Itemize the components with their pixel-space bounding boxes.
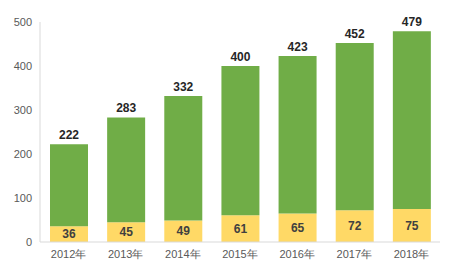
svg-text:49: 49: [177, 224, 191, 238]
svg-text:200: 200: [14, 148, 32, 160]
svg-text:36: 36: [62, 227, 76, 241]
svg-text:2015年: 2015年: [222, 248, 257, 260]
svg-text:2016年: 2016年: [279, 248, 314, 260]
svg-text:400: 400: [230, 50, 250, 64]
svg-text:222: 222: [59, 128, 79, 142]
svg-text:100: 100: [14, 192, 32, 204]
svg-text:332: 332: [173, 80, 193, 94]
svg-text:2012年: 2012年: [51, 248, 86, 260]
svg-text:65: 65: [291, 221, 305, 235]
svg-text:452: 452: [345, 27, 365, 41]
svg-text:2018年: 2018年: [394, 248, 429, 260]
svg-text:2017年: 2017年: [337, 248, 372, 260]
svg-text:45: 45: [119, 225, 133, 239]
svg-text:283: 283: [116, 101, 136, 115]
svg-text:72: 72: [348, 219, 362, 233]
svg-text:423: 423: [288, 40, 308, 54]
svg-text:75: 75: [405, 219, 419, 233]
svg-text:400: 400: [14, 60, 32, 72]
svg-text:479: 479: [402, 15, 422, 29]
svg-text:0: 0: [26, 236, 32, 248]
svg-text:2014年: 2014年: [165, 248, 200, 260]
svg-text:500: 500: [14, 16, 32, 28]
svg-text:300: 300: [14, 104, 32, 116]
svg-text:2013年: 2013年: [108, 248, 143, 260]
svg-text:61: 61: [234, 222, 248, 236]
